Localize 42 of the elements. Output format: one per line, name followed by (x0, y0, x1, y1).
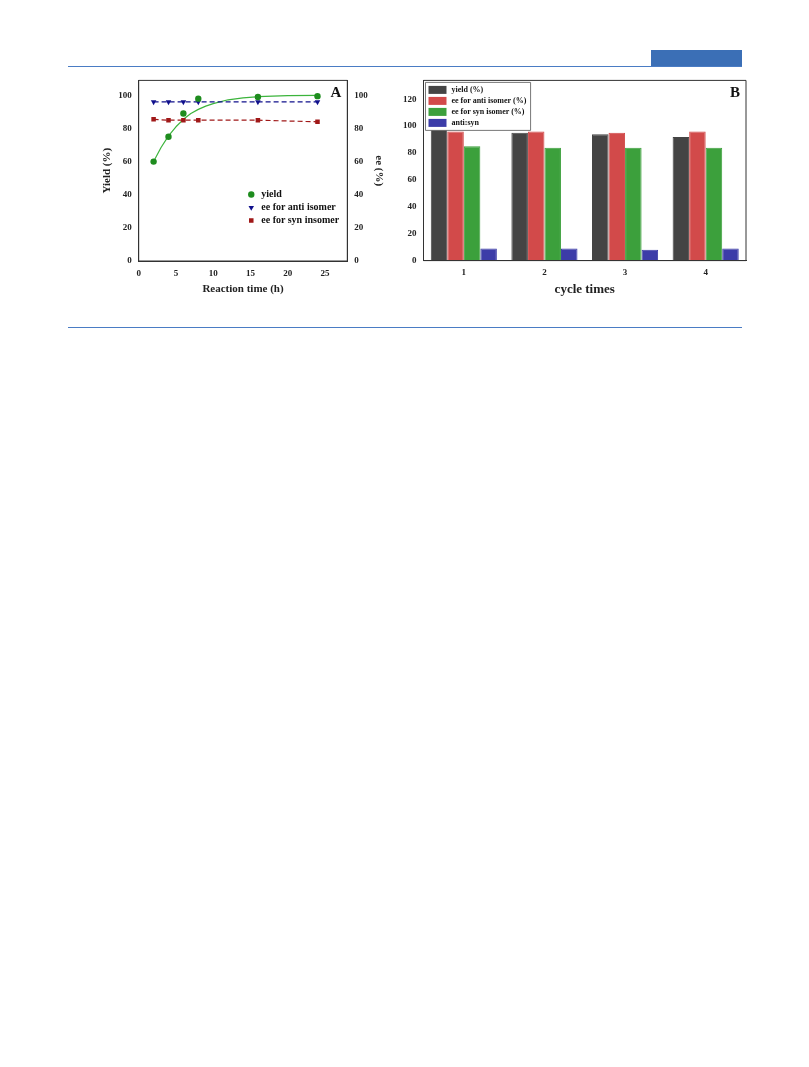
y-tick-label: 80 (407, 147, 417, 158)
x-axis-title: Reaction time (h) (202, 282, 284, 296)
y-tick-label: 100 (118, 89, 133, 100)
y-tick-label: 0 (412, 254, 417, 265)
x-tick-label: 0 (136, 267, 142, 278)
y-axis-title: Yield (%) (100, 147, 114, 194)
x-tick-label: 5 (173, 267, 179, 278)
legend-label: ee for syn insomer (261, 214, 340, 226)
y-tick-label: 120 (403, 93, 417, 104)
y2-tick-label: 100 (354, 89, 369, 100)
legend-label: anti:syn (451, 117, 480, 127)
y-tick-label: 0 (127, 255, 133, 266)
x-tick-label: 4 (703, 267, 709, 278)
x-tick-label: 25 (320, 267, 330, 278)
y-tick-label: 60 (407, 174, 417, 185)
y2-tick-label: 20 (354, 222, 364, 233)
y-tick-label: 40 (122, 189, 133, 200)
y2-tick-label: 40 (354, 189, 364, 200)
x-tick-label: 3 (622, 267, 628, 278)
y2-tick-label: 80 (354, 122, 364, 133)
y-tick-label: 20 (122, 222, 133, 233)
legend-label: yield (261, 188, 283, 200)
x-tick-label: 10 (208, 267, 219, 278)
y-tick-label: 80 (122, 122, 133, 133)
legend-label: ee for anti isomer (261, 201, 337, 213)
legend-label: ee for anti isomer (%) (451, 95, 527, 105)
x-axis-title: cycle times (554, 280, 615, 296)
y-tick-label: 60 (122, 155, 133, 166)
y2-tick-label: 60 (354, 155, 364, 166)
legend-label: yield (%) (451, 84, 484, 94)
y2-axis-title: ee (%) (372, 155, 386, 187)
x-tick-label: 2 (542, 267, 548, 278)
annotation: A (330, 83, 342, 100)
y2-tick-label: 0 (354, 255, 360, 266)
x-tick-label: 15 (245, 267, 256, 278)
x-tick-label: 1 (461, 267, 467, 278)
y-tick-label: 20 (407, 228, 417, 239)
legend-label: ee for syn isomer (%) (451, 106, 525, 116)
x-tick-label: 20 (283, 267, 293, 278)
y-tick-label: 100 (403, 120, 417, 131)
annotation: B (729, 83, 740, 100)
y-tick-label: 40 (407, 201, 417, 212)
